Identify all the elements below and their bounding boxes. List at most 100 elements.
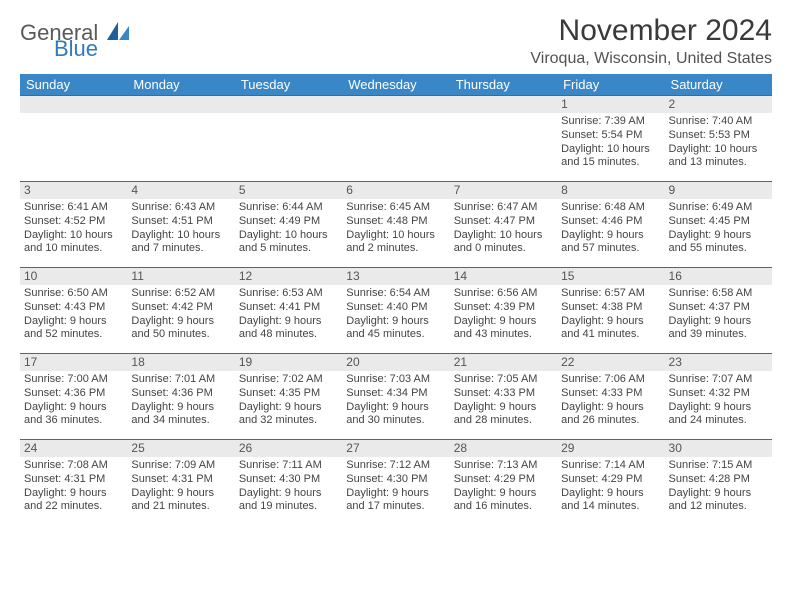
day-line-dl2: and 41 minutes. [561, 328, 660, 342]
day-line-dl2: and 57 minutes. [561, 242, 660, 256]
day-details: Sunrise: 6:52 AMSunset: 4:42 PMDaylight:… [127, 285, 234, 346]
day-line-dl2: and 17 minutes. [346, 500, 445, 514]
day-line-dl1: Daylight: 9 hours [24, 401, 123, 415]
calendar-day-cell: 12Sunrise: 6:53 AMSunset: 4:41 PMDayligh… [235, 268, 342, 354]
day-line-sr: Sunrise: 6:52 AM [131, 287, 230, 301]
day-line-sr: Sunrise: 7:14 AM [561, 459, 660, 473]
day-number: 7 [450, 182, 557, 199]
day-line-dl1: Daylight: 10 hours [239, 229, 338, 243]
day-line-dl2: and 52 minutes. [24, 328, 123, 342]
day-line-ss: Sunset: 5:54 PM [561, 129, 660, 143]
day-line-ss: Sunset: 4:38 PM [561, 301, 660, 315]
day-line-dl2: and 0 minutes. [454, 242, 553, 256]
calendar-day-cell [20, 96, 127, 182]
day-details: Sunrise: 7:12 AMSunset: 4:30 PMDaylight:… [342, 457, 449, 518]
calendar-week-row: 24Sunrise: 7:08 AMSunset: 4:31 PMDayligh… [20, 440, 772, 526]
day-line-sr: Sunrise: 6:54 AM [346, 287, 445, 301]
day-line-sr: Sunrise: 6:56 AM [454, 287, 553, 301]
day-line-sr: Sunrise: 6:44 AM [239, 201, 338, 215]
day-line-ss: Sunset: 4:51 PM [131, 215, 230, 229]
calendar-day-cell: 28Sunrise: 7:13 AMSunset: 4:29 PMDayligh… [450, 440, 557, 526]
day-details: Sunrise: 6:57 AMSunset: 4:38 PMDaylight:… [557, 285, 664, 346]
day-line-dl2: and 19 minutes. [239, 500, 338, 514]
title-block: November 2024 Viroqua, Wisconsin, United… [530, 14, 772, 68]
day-number: 18 [127, 354, 234, 371]
day-line-ss: Sunset: 4:40 PM [346, 301, 445, 315]
calendar-day-cell: 23Sunrise: 7:07 AMSunset: 4:32 PMDayligh… [665, 354, 772, 440]
calendar-day-cell: 24Sunrise: 7:08 AMSunset: 4:31 PMDayligh… [20, 440, 127, 526]
day-line-ss: Sunset: 4:31 PM [24, 473, 123, 487]
day-line-sr: Sunrise: 6:41 AM [24, 201, 123, 215]
weekday-header: Saturday [665, 74, 772, 96]
calendar-day-cell [235, 96, 342, 182]
day-line-dl2: and 34 minutes. [131, 414, 230, 428]
calendar-week-row: 10Sunrise: 6:50 AMSunset: 4:43 PMDayligh… [20, 268, 772, 354]
day-line-dl2: and 32 minutes. [239, 414, 338, 428]
calendar-table: Sunday Monday Tuesday Wednesday Thursday… [20, 74, 772, 526]
page-header: General Blue November 2024 Viroqua, Wisc… [20, 14, 772, 68]
day-details: Sunrise: 7:11 AMSunset: 4:30 PMDaylight:… [235, 457, 342, 518]
day-line-sr: Sunrise: 7:01 AM [131, 373, 230, 387]
day-number: 28 [450, 440, 557, 457]
calendar-day-cell: 7Sunrise: 6:47 AMSunset: 4:47 PMDaylight… [450, 182, 557, 268]
day-line-dl1: Daylight: 9 hours [669, 229, 768, 243]
day-details: Sunrise: 7:03 AMSunset: 4:34 PMDaylight:… [342, 371, 449, 432]
day-line-sr: Sunrise: 6:49 AM [669, 201, 768, 215]
day-details: Sunrise: 6:45 AMSunset: 4:48 PMDaylight:… [342, 199, 449, 260]
day-details: Sunrise: 6:53 AMSunset: 4:41 PMDaylight:… [235, 285, 342, 346]
day-line-dl2: and 55 minutes. [669, 242, 768, 256]
calendar-day-cell: 17Sunrise: 7:00 AMSunset: 4:36 PMDayligh… [20, 354, 127, 440]
day-line-dl2: and 21 minutes. [131, 500, 230, 514]
day-number: 5 [235, 182, 342, 199]
day-line-dl2: and 12 minutes. [669, 500, 768, 514]
day-line-sr: Sunrise: 7:03 AM [346, 373, 445, 387]
day-line-dl2: and 15 minutes. [561, 156, 660, 170]
day-number: 20 [342, 354, 449, 371]
calendar-day-cell: 19Sunrise: 7:02 AMSunset: 4:35 PMDayligh… [235, 354, 342, 440]
day-line-dl1: Daylight: 9 hours [131, 487, 230, 501]
day-line-dl2: and 26 minutes. [561, 414, 660, 428]
day-number: 1 [557, 96, 664, 113]
calendar-day-cell: 21Sunrise: 7:05 AMSunset: 4:33 PMDayligh… [450, 354, 557, 440]
day-line-dl2: and 16 minutes. [454, 500, 553, 514]
day-line-dl1: Daylight: 10 hours [131, 229, 230, 243]
day-line-sr: Sunrise: 6:48 AM [561, 201, 660, 215]
day-number [20, 96, 127, 113]
day-number: 30 [665, 440, 772, 457]
day-line-dl1: Daylight: 9 hours [239, 315, 338, 329]
day-line-dl1: Daylight: 10 hours [346, 229, 445, 243]
day-details [127, 113, 234, 119]
day-line-ss: Sunset: 4:48 PM [346, 215, 445, 229]
calendar-day-cell: 14Sunrise: 6:56 AMSunset: 4:39 PMDayligh… [450, 268, 557, 354]
calendar-week-row: 17Sunrise: 7:00 AMSunset: 4:36 PMDayligh… [20, 354, 772, 440]
day-number: 6 [342, 182, 449, 199]
day-line-ss: Sunset: 4:29 PM [454, 473, 553, 487]
calendar-day-cell: 13Sunrise: 6:54 AMSunset: 4:40 PMDayligh… [342, 268, 449, 354]
day-details [20, 113, 127, 119]
day-line-sr: Sunrise: 7:40 AM [669, 115, 768, 129]
calendar-day-cell [450, 96, 557, 182]
day-line-ss: Sunset: 4:33 PM [561, 387, 660, 401]
day-line-ss: Sunset: 4:31 PM [131, 473, 230, 487]
day-details: Sunrise: 6:41 AMSunset: 4:52 PMDaylight:… [20, 199, 127, 260]
day-line-dl2: and 50 minutes. [131, 328, 230, 342]
day-line-ss: Sunset: 4:43 PM [24, 301, 123, 315]
day-details: Sunrise: 7:40 AMSunset: 5:53 PMDaylight:… [665, 113, 772, 174]
calendar-day-cell: 3Sunrise: 6:41 AMSunset: 4:52 PMDaylight… [20, 182, 127, 268]
day-line-dl1: Daylight: 9 hours [24, 487, 123, 501]
day-line-dl1: Daylight: 9 hours [561, 315, 660, 329]
day-details: Sunrise: 7:00 AMSunset: 4:36 PMDaylight:… [20, 371, 127, 432]
day-number: 11 [127, 268, 234, 285]
weekday-header-row: Sunday Monday Tuesday Wednesday Thursday… [20, 74, 772, 96]
day-details: Sunrise: 7:06 AMSunset: 4:33 PMDaylight:… [557, 371, 664, 432]
calendar-day-cell: 4Sunrise: 6:43 AMSunset: 4:51 PMDaylight… [127, 182, 234, 268]
calendar-week-row: 3Sunrise: 6:41 AMSunset: 4:52 PMDaylight… [20, 182, 772, 268]
calendar-page: General Blue November 2024 Viroqua, Wisc… [0, 0, 792, 536]
day-line-dl2: and 28 minutes. [454, 414, 553, 428]
day-number: 25 [127, 440, 234, 457]
day-line-dl1: Daylight: 10 hours [669, 143, 768, 157]
logo-text-blue: Blue [54, 38, 98, 60]
day-line-dl2: and 45 minutes. [346, 328, 445, 342]
day-line-dl1: Daylight: 10 hours [561, 143, 660, 157]
day-number: 22 [557, 354, 664, 371]
